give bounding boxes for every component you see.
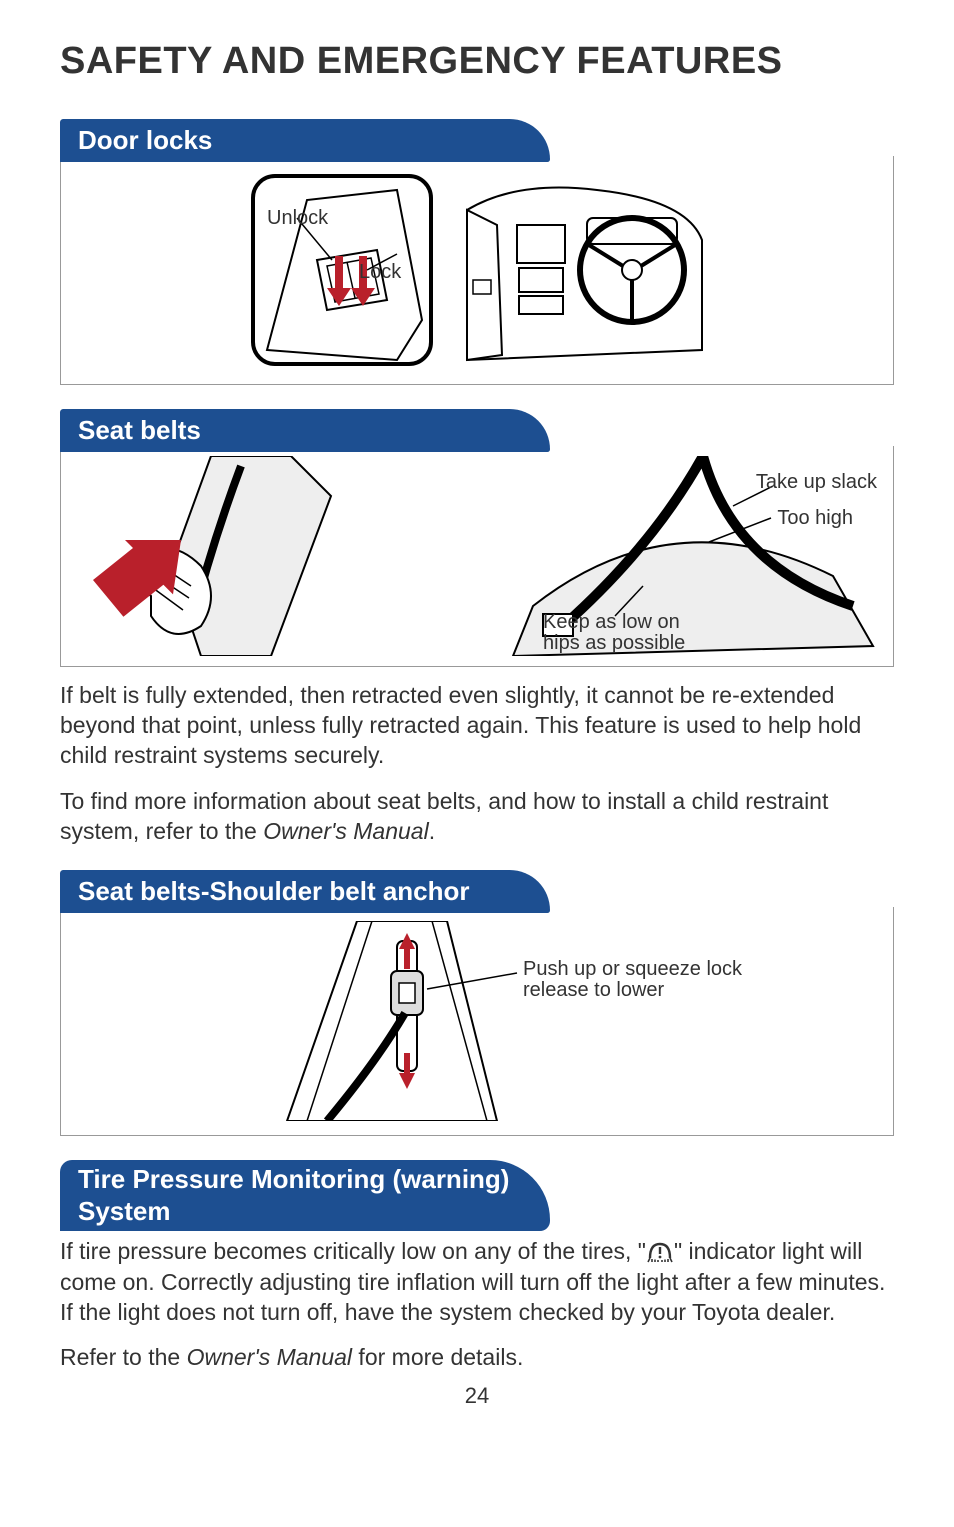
section-door-locks: Door locks — [60, 119, 894, 385]
text-seatbelt-para2: To find more information about seat belt… — [60, 787, 894, 847]
section-seat-belts: Seat belts — [60, 409, 894, 846]
text-seatbelt-para2c: . — [429, 818, 435, 844]
diagram-door-lock-switch: Unlock Lock — [247, 170, 437, 370]
diagram-shoulder-anchor: Push up or squeeze lock release to lower — [197, 921, 757, 1121]
section-header-tpms: Tire Pressure Monitoring (warning) Syste… — [60, 1160, 550, 1230]
text-tpms-para2a: Refer to the — [60, 1344, 187, 1370]
panel-seat-belts: Take up slack Too high Keep as low on hi… — [60, 446, 894, 667]
label-unlock: Unlock — [267, 208, 328, 229]
section-header-door-locks: Door locks — [60, 119, 550, 162]
text-seatbelt-manual: Owner's Manual — [263, 818, 428, 844]
diagram-seatbelt-lap: Take up slack Too high Keep as low on hi… — [473, 456, 883, 656]
page-number: 24 — [60, 1383, 894, 1409]
panel-shoulder-anchor: Push up or squeeze lock release to lower — [60, 907, 894, 1136]
text-tpms-para1: If tire pressure becomes critically low … — [60, 1237, 894, 1328]
section-header-seat-belts: Seat belts — [60, 409, 550, 452]
text-tpms-para1a: If tire pressure becomes critically low … — [60, 1238, 646, 1264]
diagram-seatbelt-pull — [71, 456, 453, 656]
panel-door-locks: Unlock Lock — [60, 156, 894, 385]
diagram-door-lock-dashboard — [457, 170, 707, 370]
tpms-icon — [646, 1238, 674, 1268]
section-tpms: Tire Pressure Monitoring (warning) Syste… — [60, 1160, 894, 1373]
label-lock: Lock — [359, 262, 401, 283]
label-take-up-slack: Take up slack — [756, 472, 877, 493]
label-push-up: Push up or squeeze lock release to lower — [523, 959, 742, 1001]
text-seatbelt-para2a: To find more information about seat belt… — [60, 788, 828, 844]
section-shoulder-anchor: Seat belts-Shoulder belt anchor — [60, 870, 894, 1136]
label-keep-low: Keep as low on hips as possible — [543, 612, 685, 654]
label-too-high: Too high — [777, 508, 853, 529]
text-tpms-para2c: for more details. — [352, 1344, 523, 1370]
text-tpms-para2: Refer to the Owner's Manual for more det… — [60, 1343, 894, 1373]
section-header-shoulder-anchor: Seat belts-Shoulder belt anchor — [60, 870, 550, 913]
page-title: SAFETY AND EMERGENCY FEATURES — [60, 40, 894, 83]
text-seatbelt-para1: If belt is fully extended, then retracte… — [60, 681, 894, 771]
text-tpms-manual: Owner's Manual — [187, 1344, 352, 1370]
